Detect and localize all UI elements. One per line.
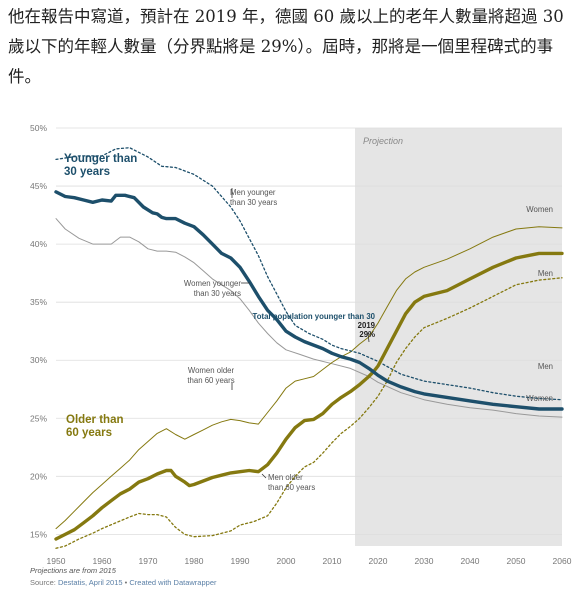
label-men-older-line: Men older (268, 473, 303, 482)
series-line-younger-than-30-years (54, 190, 564, 411)
x-tick-label: 2020 (369, 556, 388, 566)
chart-container: Projection 15% 20% 25% 30% 35% 40% 45% 50% 1950 19… (0, 100, 578, 600)
annotation-leader (261, 473, 267, 479)
line-chart: Projection 15% 20% 25% 30% 35% 40% 45% 50% 1950 19… (30, 123, 572, 566)
y-tick-label: 40% (30, 239, 47, 249)
y-tick-label: 20% (30, 471, 47, 481)
x-tick-label: 1970 (139, 556, 158, 566)
x-tick-label: 1950 (47, 556, 66, 566)
label-total-2019-line: Total population younger than 30 (253, 312, 376, 321)
x-tick-label: 2000 (277, 556, 296, 566)
projection-area (355, 128, 562, 546)
label-total-2019-line: 29% (359, 330, 375, 339)
source-prefix: Source: (30, 578, 58, 587)
x-tick-label: 1980 (185, 556, 204, 566)
label-end-men-top-line: Men (538, 269, 553, 278)
x-tick-label: 2030 (415, 556, 434, 566)
series-line-older-than-60-years (54, 251, 564, 541)
y-tick-label: 30% (30, 355, 47, 365)
y-tick-label: 15% (30, 529, 47, 539)
label-women-younger-line: than 30 years (194, 289, 241, 298)
label-end-women-bottom-line: Women (526, 394, 553, 403)
article-text: 他在報告中寫道，預計在 2019 年，德國 60 歲以上的老年人數量將超過 30… (8, 7, 564, 86)
chart-note: Projections are from 2015 (30, 566, 116, 575)
credit-link[interactable]: Created with Datawrapper (129, 578, 217, 587)
label-men-older-line: than 60 years (268, 483, 315, 492)
y-tick-label: 35% (30, 297, 47, 307)
x-tick-label: 1990 (231, 556, 250, 566)
annotation-leader (367, 332, 370, 343)
label-younger-main-line: 30 years (64, 166, 110, 178)
chart-source: Source: Destatis, April 2015 • Created w… (30, 578, 217, 587)
source-link[interactable]: Destatis, April 2015 (57, 578, 123, 587)
x-tick-label: 2060 (553, 556, 572, 566)
series-line-women-older-than-60-years (55, 226, 563, 530)
label-men-younger-line: Men younger (230, 188, 276, 197)
x-tick-label: 1960 (93, 556, 112, 566)
y-tick-label: 45% (30, 181, 47, 191)
series-line-women-younger-than-30-years (55, 218, 563, 418)
label-men-younger-line: than 30 years (230, 198, 277, 207)
label-older-main-line: Older than (66, 414, 124, 426)
label-total-2019-line: 2019 (358, 321, 376, 330)
projection-label: Projection (363, 136, 403, 146)
label-younger-main-line: Younger than (64, 153, 137, 165)
label-women-younger-line: Women younger (184, 279, 241, 288)
x-tick-label: 2050 (507, 556, 526, 566)
y-tick-label: 50% (30, 123, 47, 133)
label-end-women-top-line: Women (526, 205, 553, 214)
y-tick-label: 25% (30, 413, 47, 423)
label-older-main-line: 60 years (66, 427, 112, 439)
series-line-men-older-than-60-years (55, 277, 563, 549)
label-women-older-line: Women older (188, 366, 235, 375)
series-line-men-younger-than-30-years (55, 147, 563, 401)
source-separator: • (122, 578, 130, 587)
x-tick-label: 2040 (461, 556, 480, 566)
label-end-men-bottom-line: Men (538, 362, 553, 371)
label-women-older-line: than 60 years (187, 376, 234, 385)
x-tick-label: 2010 (323, 556, 342, 566)
